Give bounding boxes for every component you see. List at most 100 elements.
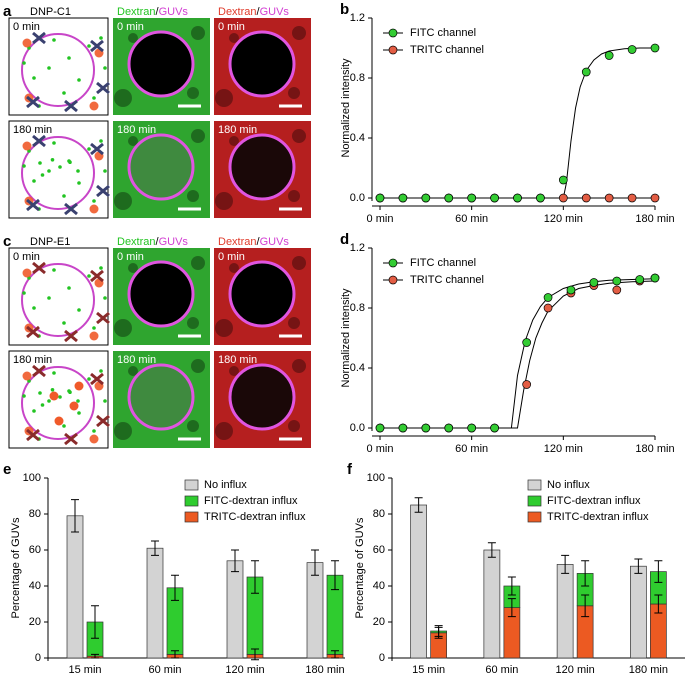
dye-dot bbox=[99, 369, 103, 373]
data-point bbox=[543, 293, 553, 302]
vesicle bbox=[21, 366, 95, 440]
dye-dot bbox=[54, 416, 64, 426]
fit-curve bbox=[380, 280, 656, 429]
data-point bbox=[627, 193, 637, 203]
panel-title: DNP-C1 bbox=[30, 6, 71, 18]
header-part: GUVs bbox=[159, 236, 189, 248]
header-part: / bbox=[156, 236, 160, 248]
texture bbox=[128, 366, 138, 376]
data-point bbox=[558, 175, 568, 185]
data-point bbox=[421, 193, 431, 203]
legend-label: FITC channel bbox=[410, 257, 476, 269]
panel-title: DNP-E1 bbox=[30, 236, 70, 248]
dye-dot bbox=[77, 308, 81, 312]
bar bbox=[66, 515, 84, 659]
bar bbox=[483, 549, 501, 659]
channel-icon bbox=[64, 432, 78, 446]
texture bbox=[288, 420, 300, 432]
y-tick-label: 80 bbox=[29, 508, 41, 520]
y-tick-label: 20 bbox=[29, 616, 41, 628]
time-label: 0 min bbox=[218, 21, 245, 33]
dye-dot bbox=[52, 268, 56, 272]
legend-swatch bbox=[184, 511, 199, 523]
dye-dot bbox=[58, 395, 62, 399]
vesicle bbox=[21, 33, 95, 107]
channel-icon bbox=[32, 364, 46, 378]
error-bar bbox=[251, 560, 259, 594]
dye-dot bbox=[99, 36, 103, 40]
texture bbox=[215, 192, 233, 210]
channel-icon bbox=[26, 325, 40, 339]
x-tick-label: 60 min bbox=[455, 213, 488, 225]
y-axis-label: Percentage of GUVs bbox=[354, 517, 366, 618]
texture bbox=[114, 192, 132, 210]
x-tick-label: 0 min bbox=[367, 443, 394, 455]
legend-swatch bbox=[527, 479, 542, 491]
texture bbox=[215, 89, 233, 107]
error-bar bbox=[434, 625, 443, 637]
error-bar bbox=[71, 499, 79, 533]
dye-dot bbox=[47, 66, 51, 70]
error-bar bbox=[414, 497, 423, 513]
dye-dot bbox=[87, 377, 91, 381]
channel-icon bbox=[26, 428, 40, 442]
texture bbox=[292, 256, 306, 270]
data-point bbox=[522, 338, 532, 347]
data-point bbox=[589, 278, 599, 287]
dye-dot bbox=[62, 194, 66, 198]
data-point bbox=[398, 193, 408, 203]
dye-dot bbox=[47, 296, 51, 300]
time-label: 180 min bbox=[13, 354, 52, 366]
y-tick-label: 0.0 bbox=[350, 192, 365, 204]
texture bbox=[215, 319, 233, 337]
time-label: 0 min bbox=[218, 251, 245, 263]
channel-header: Dextran/GUVs bbox=[218, 236, 289, 248]
dye-dot bbox=[47, 169, 51, 173]
data-point bbox=[490, 193, 499, 203]
error-bar bbox=[507, 576, 516, 596]
data-point bbox=[398, 423, 408, 433]
dye-dot bbox=[22, 394, 26, 398]
texture bbox=[288, 317, 300, 329]
dye-dot bbox=[87, 44, 91, 48]
y-tick-label: 0.4 bbox=[350, 132, 365, 144]
guv bbox=[127, 363, 195, 431]
data-point bbox=[650, 273, 660, 283]
dye-dot bbox=[22, 61, 26, 65]
y-axis-label: Normalized intensity bbox=[340, 288, 352, 388]
x-tick-label: 180 min bbox=[305, 664, 344, 676]
legend-marker bbox=[388, 258, 398, 268]
dye-dot bbox=[22, 291, 26, 295]
channel-header: Dextran/GUVs bbox=[218, 6, 289, 18]
channel-icon bbox=[64, 99, 78, 113]
dye-dot bbox=[92, 96, 96, 100]
error-bar bbox=[331, 560, 339, 591]
y-axis-label: Normalized intensity bbox=[340, 58, 352, 158]
panel-letter: f bbox=[347, 461, 353, 478]
error-bar bbox=[581, 560, 590, 587]
header-part: GUVs bbox=[260, 236, 290, 248]
y-tick-label: 0 bbox=[379, 652, 385, 664]
legend-label: No influx bbox=[204, 479, 247, 491]
channel-icon bbox=[96, 81, 110, 95]
error-bar bbox=[487, 542, 496, 558]
data-point bbox=[604, 193, 614, 203]
fit-curve bbox=[380, 278, 656, 429]
texture bbox=[229, 263, 239, 273]
legend-label: FITC channel bbox=[410, 27, 476, 39]
panel-letter: d bbox=[340, 231, 349, 248]
error-bar bbox=[581, 594, 590, 618]
data-point bbox=[581, 67, 591, 77]
x-tick-label: 120 min bbox=[544, 213, 583, 225]
legend-marker bbox=[388, 45, 398, 55]
x-tick-label: 120 min bbox=[544, 443, 583, 455]
data-point bbox=[421, 423, 431, 433]
error-bar bbox=[654, 594, 663, 614]
texture bbox=[215, 422, 233, 440]
dye-dot bbox=[32, 76, 36, 80]
texture bbox=[288, 87, 300, 99]
x-tick-label: 60 min bbox=[455, 443, 488, 455]
texture bbox=[128, 263, 138, 273]
texture bbox=[187, 190, 199, 202]
